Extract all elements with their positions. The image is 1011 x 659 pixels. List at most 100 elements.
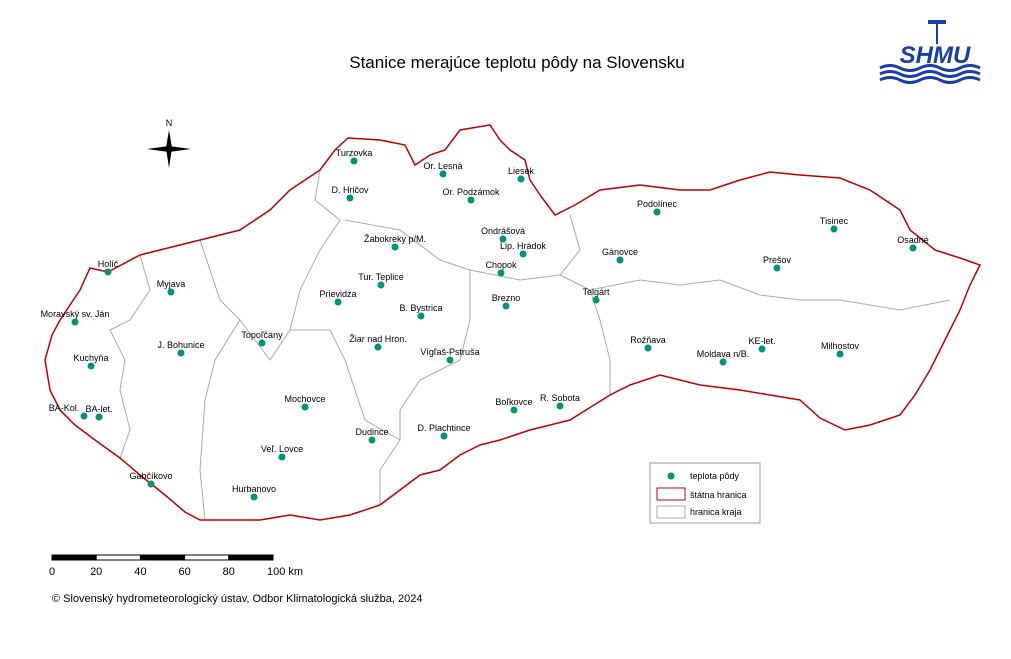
scale-label: 20 [90,566,102,578]
legend-label: hranica kraja [690,507,742,517]
station-dot [499,235,507,243]
station-dot [510,406,518,414]
station-label: Moravský sv. Ján [41,309,110,319]
station-label: R. Sobota [540,393,580,403]
station-dot [104,268,112,276]
scale-segment [139,554,186,561]
station-label: Žiar nad Hron. [349,334,407,344]
station-dot [95,413,103,421]
scale-segment [95,554,141,561]
legend-label: štátna hranica [690,490,747,500]
legend-dot [667,472,675,480]
station-dot [301,403,309,411]
station-label: Or. Lesná [423,161,462,171]
station-dot [250,493,258,501]
station-dot [368,436,376,444]
station-dot [502,302,510,310]
scale-label: 0 [49,566,55,578]
station-dot [644,344,652,352]
copyright: © Slovenský hydrometeorologický ústav, O… [52,593,422,605]
station-label: Prešov [763,255,792,265]
state-border [44,124,982,521]
north-label: N [166,118,173,128]
station-label: Myjava [157,279,186,289]
station-dot [909,244,917,252]
station-dot [592,296,600,304]
station-dot [177,349,185,357]
station-label: Žabokreky p/M. [364,234,426,244]
station-dot [439,170,447,178]
station-dot [836,350,844,358]
station-dot [346,194,354,202]
station-label: Or. Podzámok [442,187,500,197]
station-dot [616,256,624,264]
station-label: Chopok [485,260,517,270]
station-label: Veľ. Lovce [261,444,303,454]
station-label: BA-Kol. [49,403,80,413]
station-label: Rožňava [630,335,666,345]
station-label: Lip. Hrádok [500,241,547,251]
station-label: Topoľčany [241,330,283,340]
station-label: Dudince [355,427,388,437]
legend-swatch [656,505,686,519]
station-dot [278,453,286,461]
station-dot [830,225,838,233]
logo: SHMU [879,20,981,84]
station-label: KE-let. [748,336,775,346]
station-label: Prievidza [319,289,356,299]
station-dot [350,157,358,165]
station-label: Osadné [897,235,929,245]
station-dot [71,318,79,326]
station-dot [517,175,525,183]
station-dot [377,281,385,289]
legend-label: teplota pôdy [690,471,740,481]
station-dot [773,264,781,272]
legend-swatch [656,487,686,501]
station-dot [440,432,448,440]
station-label: Brezno [492,293,521,303]
legend: teplota pôdy štátna hranica hranica kraj… [649,462,761,524]
station-label: BA-let. [85,404,112,414]
station-dot [467,196,475,204]
scale-label: 80 [223,566,235,578]
logo-text: SHMU [900,42,971,69]
station-label: D. Plachtince [417,423,470,433]
station-label: Vígľaš-Pstruša [420,347,479,357]
scale-label: 40 [134,566,146,578]
station-dot [497,269,505,277]
station-label: B. Bystrica [399,303,442,313]
station-dot [80,412,88,420]
station-dot [446,356,454,364]
station-label: Liesek [508,166,535,176]
station-label: Tisinec [820,216,849,226]
station-dot [334,298,342,306]
scale-segment [228,554,274,561]
station-dot [167,288,175,296]
station-dot [519,250,527,258]
scale-bar: 0 20 40 60 80 100 km [49,554,303,578]
station-label: Tur. Teplice [358,272,404,282]
station-dot [719,358,727,366]
station-dot [417,312,425,320]
station-label: D. Hričov [331,185,369,195]
station-label: Gabčíkovo [129,471,172,481]
north-arrow: N [147,118,191,168]
station-label: J. Bohunice [157,340,204,350]
station-dot [147,480,155,488]
station-label: Boľkovce [495,397,532,407]
station-label: Moldava n/B. [697,349,750,359]
station-label: Turzovka [336,148,373,158]
stations: Turzovka Or. Lesná Liesek D. Hričov Or. Podz… [41,148,929,501]
station-label: Ondrášová [481,226,525,236]
scale-label: 60 [178,566,190,578]
station-dot [87,362,95,370]
region-borders [109,169,951,521]
station-label: Milhostov [821,341,860,351]
station-dot [258,339,266,347]
scale-segment [51,554,97,561]
scale-segment [184,554,230,561]
station-dot [556,402,564,410]
station-label: Gánovce [602,247,638,257]
legend-box [649,462,761,524]
map-title: Stanice merajúce teplotu pôdy na Slovens… [349,53,684,72]
